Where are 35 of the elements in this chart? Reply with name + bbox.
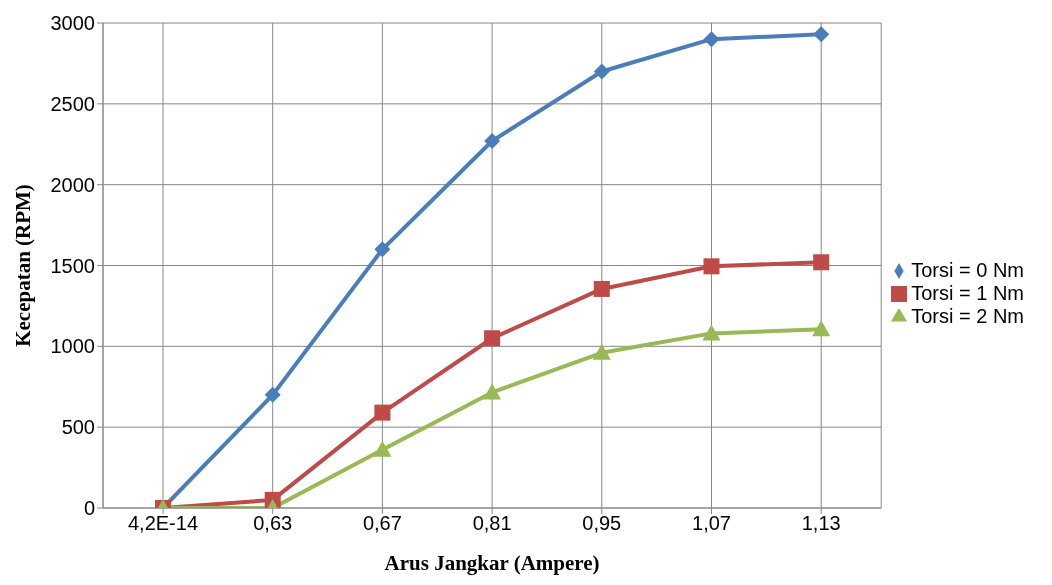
point xyxy=(812,320,831,337)
legend-label: Torsi = 1 Nm xyxy=(911,281,1024,304)
y-tick-label: 3000 xyxy=(50,12,95,35)
point xyxy=(703,258,720,275)
legend-label: Torsi = 0 Nm xyxy=(911,258,1024,281)
point xyxy=(373,440,392,457)
x-tick-label: 0,81 xyxy=(472,512,512,535)
point xyxy=(813,26,830,43)
point xyxy=(264,386,281,403)
x-tick-label: 0,95 xyxy=(582,512,622,535)
x-tick-label: 0,63 xyxy=(253,512,293,535)
point xyxy=(593,63,610,80)
x-tick-label: 1,13 xyxy=(801,512,841,535)
point xyxy=(484,330,501,347)
point xyxy=(374,404,391,421)
y-tick-label: 0 xyxy=(83,497,95,520)
y-tick-label: 1500 xyxy=(50,254,95,277)
point xyxy=(813,254,830,271)
point xyxy=(593,280,610,297)
y-tick-label: 500 xyxy=(61,416,95,439)
point xyxy=(484,133,501,150)
y-tick-label: 2500 xyxy=(50,92,95,115)
y-tick-label: 2000 xyxy=(50,173,95,196)
x-tick-label: 1,07 xyxy=(692,512,731,535)
legend-label: Torsi = 2 Nm xyxy=(911,304,1024,327)
x-axis-title: Arus Jangkar (Ampere) xyxy=(384,551,600,575)
x-tick-label: 0,67 xyxy=(362,512,402,535)
point xyxy=(703,31,720,48)
x-tick-label: 4,2E-14 xyxy=(127,512,199,535)
y-tick-label: 1000 xyxy=(50,335,95,358)
point xyxy=(374,241,391,258)
point xyxy=(702,324,721,341)
y-axis-title: Kecepatan (RPM) xyxy=(11,184,36,347)
point xyxy=(592,343,611,360)
point xyxy=(483,383,502,400)
